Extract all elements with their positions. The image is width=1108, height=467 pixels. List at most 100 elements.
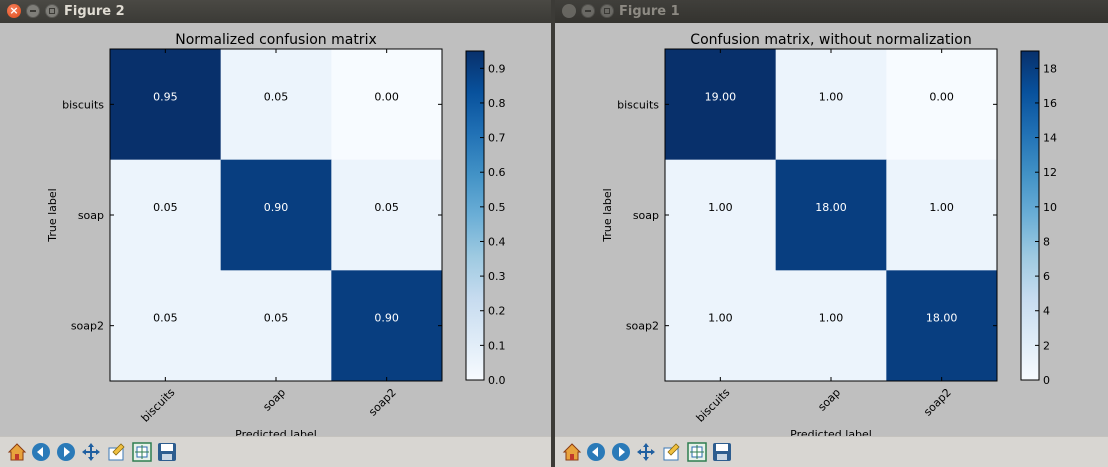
confusion-matrix-plot: Confusion matrix, without normalization 1…: [555, 23, 1108, 437]
colorbar-tick-label: 0.2: [488, 305, 506, 318]
y-tick-label: biscuits: [62, 98, 104, 111]
heatmap-cell: [331, 49, 443, 161]
subplots-icon[interactable]: [687, 442, 707, 462]
heatmap-cell: [331, 159, 443, 271]
colorbar-tick-label: 0.9: [488, 62, 506, 75]
forward-icon[interactable]: [56, 442, 76, 462]
zoom-icon[interactable]: [662, 442, 682, 462]
cell-value-label: 0.05: [264, 312, 289, 325]
x-axis-label: Predicted label: [790, 428, 872, 437]
pan-icon[interactable]: [636, 442, 656, 462]
confusion-matrix-plot: Normalized confusion matrix 0.95 0.05 0.00 0…: [0, 23, 551, 437]
colorbar-tick-label: 0.3: [488, 270, 506, 283]
maximize-icon[interactable]: [600, 4, 614, 18]
window-title: Figure 2: [64, 4, 125, 19]
minimize-icon[interactable]: [26, 4, 40, 18]
save-icon[interactable]: [157, 442, 177, 462]
colorbar-tick-label: 14: [1043, 132, 1057, 145]
pan-icon[interactable]: [81, 442, 101, 462]
heatmap-cell: [110, 159, 222, 271]
figure-2-window[interactable]: × Figure 2 Normalized confusion matrix 0.…: [0, 0, 551, 467]
heatmap-cell: [665, 49, 777, 161]
cell-value-label: 0.00: [374, 90, 399, 103]
y-tick-label: soap: [78, 209, 104, 222]
home-icon[interactable]: [562, 442, 582, 462]
chart-title: Confusion matrix, without normalization: [690, 32, 971, 48]
figure-1-toolbar: [555, 436, 1108, 467]
colorbar-tick-label: 0.7: [488, 132, 506, 145]
heatmap-cell: [220, 49, 332, 161]
colorbar-tick-label: 8: [1043, 235, 1050, 248]
subplots-icon[interactable]: [132, 442, 152, 462]
back-icon[interactable]: [586, 442, 606, 462]
heatmap-cell: [886, 270, 998, 382]
cell-value-label: 0.05: [153, 312, 178, 325]
heatmap-cell: [110, 49, 222, 161]
y-tick-label: soap2: [71, 320, 104, 333]
colorbar-tick-label: 0.0: [488, 374, 506, 387]
colorbar-tick-label: 0.4: [488, 235, 506, 248]
close-icon[interactable]: [562, 4, 576, 18]
cell-value-label: 1.00: [929, 201, 954, 214]
colorbar-tick-label: 6: [1043, 270, 1050, 283]
maximize-icon[interactable]: [45, 4, 59, 18]
cell-value-label: 0.90: [374, 312, 399, 325]
window-title: Figure 1: [619, 4, 680, 19]
y-axis-label: True label: [46, 188, 59, 242]
colorbar-tick-label: 18: [1043, 62, 1057, 75]
colorbar-tick-label: 0.6: [488, 166, 506, 179]
heatmap-cell: [775, 270, 887, 382]
colorbar-tick-label: 0.8: [488, 97, 506, 110]
cell-value-label: 1.00: [819, 90, 844, 103]
chart-title: Normalized confusion matrix: [175, 32, 377, 48]
heatmap-cell: [665, 159, 777, 271]
heatmap-cell: [331, 270, 443, 382]
cell-value-label: 0.05: [264, 90, 289, 103]
cell-value-label: 1.00: [708, 312, 733, 325]
colorbar: [465, 50, 485, 381]
minimize-icon[interactable]: [581, 4, 595, 18]
home-icon[interactable]: [7, 442, 27, 462]
heatmap-cell: [775, 49, 887, 161]
cell-value-label: 1.00: [708, 201, 733, 214]
colorbar-tick-label: 0: [1043, 374, 1050, 387]
cell-value-label: 19.00: [705, 90, 737, 103]
heatmap-cell: [220, 159, 332, 271]
colorbar-tick-label: 16: [1043, 97, 1057, 110]
colorbar-tick-label: 12: [1043, 166, 1057, 179]
heatmap-cell: [886, 49, 998, 161]
save-icon[interactable]: [712, 442, 732, 462]
heatmap-cell: [886, 159, 998, 271]
cell-value-label: 18.00: [815, 201, 847, 214]
heatmap-cell: [220, 270, 332, 382]
colorbar-tick-label: 10: [1043, 201, 1057, 214]
cell-value-label: 0.05: [374, 201, 399, 214]
figure-1-titlebar[interactable]: Figure 1: [555, 0, 1108, 23]
colorbar-tick-label: 2: [1043, 339, 1050, 352]
cell-value-label: 1.00: [819, 312, 844, 325]
close-icon[interactable]: ×: [7, 4, 21, 18]
window-divider: [551, 0, 555, 467]
colorbar-tick-label: 0.5: [488, 201, 506, 214]
heatmap-cell: [665, 270, 777, 382]
x-axis-label: Predicted label: [235, 428, 317, 437]
cell-value-label: 0.00: [929, 90, 954, 103]
figure-2-toolbar: [0, 436, 551, 467]
cell-value-label: 0.90: [264, 201, 289, 214]
figure-1-window[interactable]: Figure 1 Confusion matrix, without norma…: [555, 0, 1108, 467]
colorbar-tick-label: 0.1: [488, 339, 506, 352]
y-axis-label: True label: [601, 188, 614, 242]
forward-icon[interactable]: [611, 442, 631, 462]
heatmap-cell: [775, 159, 887, 271]
y-tick-label: biscuits: [617, 98, 659, 111]
cell-value-label: 18.00: [926, 312, 958, 325]
heatmap-cell: [110, 270, 222, 382]
y-tick-label: soap: [633, 209, 659, 222]
figure-2-titlebar[interactable]: × Figure 2: [0, 0, 551, 23]
colorbar-tick-label: 4: [1043, 305, 1050, 318]
back-icon[interactable]: [31, 442, 51, 462]
zoom-icon[interactable]: [107, 442, 127, 462]
y-tick-label: soap2: [626, 320, 659, 333]
cell-value-label: 0.05: [153, 201, 178, 214]
colorbar: [1020, 50, 1040, 381]
